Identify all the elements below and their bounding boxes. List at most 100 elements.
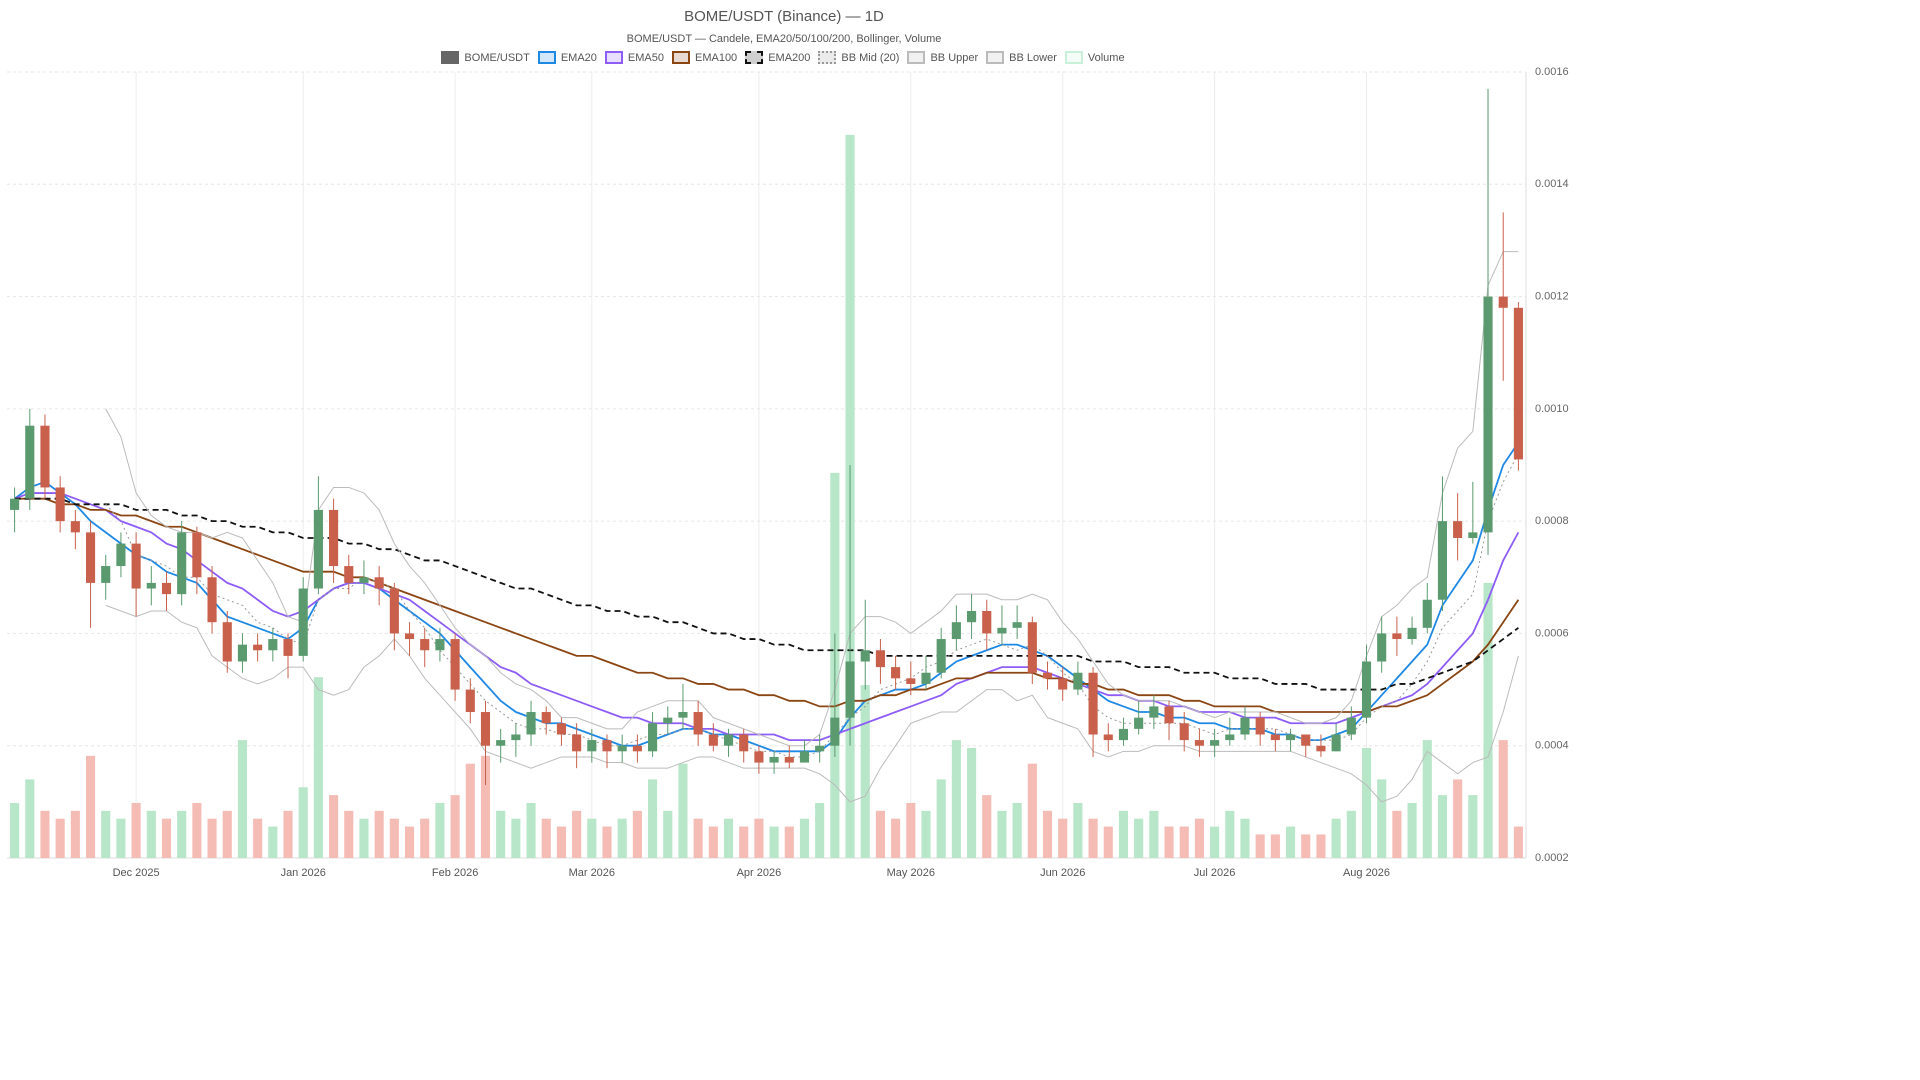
- candle-body: [572, 734, 582, 752]
- legend-item: EMA200: [745, 51, 810, 64]
- candle-body: [1134, 717, 1144, 729]
- legend-label: Volume: [1087, 51, 1125, 64]
- candle-body: [982, 610, 992, 634]
- candle-body: [1058, 678, 1068, 690]
- candle-body: [617, 745, 627, 752]
- legend-swatch: [537, 51, 556, 64]
- candle-body: [693, 712, 703, 735]
- candle-body: [845, 661, 855, 718]
- volume-bar: [678, 763, 688, 858]
- legend-swatch: [818, 51, 837, 64]
- legend-item: EMA100: [671, 51, 737, 64]
- volume-bar: [131, 802, 141, 858]
- volume-bar: [921, 810, 931, 858]
- y-tick-label: 0.0010: [1535, 403, 1569, 415]
- legend: BOME/USDT EMA20 EMA50 EMA100 EMA200 BB Mid (2…: [0, 51, 1566, 64]
- candle-body: [344, 566, 354, 583]
- volume-bar: [222, 810, 232, 858]
- volume-bar: [1012, 802, 1022, 858]
- volume-bar: [146, 810, 156, 858]
- candle-body: [40, 425, 50, 488]
- candle-body: [70, 521, 80, 533]
- volume-bar: [40, 810, 50, 858]
- volume-bar: [1316, 834, 1326, 858]
- chart-title: BOME/USDT (Binance) — 1D: [684, 8, 884, 25]
- legend-swatch: [604, 51, 623, 64]
- volume-bar: [602, 826, 612, 858]
- candle-body: [830, 717, 840, 746]
- volume-bar: [480, 755, 491, 858]
- candle-body: [967, 610, 977, 623]
- x-tick-label: Dec 2025: [113, 867, 160, 879]
- volume-bar: [891, 818, 901, 858]
- candle-body: [1498, 296, 1508, 308]
- candle-body: [146, 582, 156, 589]
- volume-bar: [55, 818, 65, 858]
- candle-body: [177, 532, 187, 595]
- candle-body: [1437, 521, 1448, 600]
- candle-body: [85, 532, 96, 583]
- x-tick-label: Jul 2026: [1194, 867, 1236, 879]
- candle-body: [678, 712, 688, 718]
- volume-bar: [1088, 818, 1098, 858]
- candle-body: [1346, 717, 1356, 735]
- volume-bar: [1468, 795, 1478, 858]
- volume-bar: [268, 826, 278, 858]
- candle-body: [663, 717, 673, 724]
- candle-body: [1483, 296, 1493, 533]
- candle-body: [1468, 532, 1478, 538]
- legend-label: BB Mid (20): [841, 51, 900, 64]
- volume-bar: [1225, 810, 1235, 858]
- indicator-line: [14, 492, 1520, 741]
- candle-body: [754, 751, 764, 763]
- candle-body: [420, 639, 430, 651]
- candle-body: [450, 639, 460, 690]
- volume-bar: [496, 810, 506, 858]
- candle-body: [906, 678, 916, 684]
- volume-bar: [1210, 826, 1220, 858]
- candle-body: [1255, 717, 1265, 735]
- candle-body: [1377, 633, 1387, 662]
- volume-bar: [754, 818, 764, 858]
- volume-bar: [936, 779, 946, 858]
- legend-item: BB Lower: [986, 51, 1057, 64]
- volume-bar: [1073, 802, 1083, 858]
- volume-bar: [1164, 826, 1174, 858]
- legend-swatch: [1064, 51, 1083, 64]
- volume-bar: [1255, 834, 1265, 858]
- candle-body: [815, 745, 825, 752]
- volume-bar: [799, 818, 810, 858]
- volume-bar: [10, 802, 20, 858]
- candle-body: [875, 650, 885, 668]
- candle-body: [1073, 672, 1083, 690]
- volume-bar: [1361, 747, 1372, 858]
- candle-body: [1453, 521, 1463, 538]
- volume-bar: [1194, 818, 1204, 858]
- legend-label: BB Upper: [930, 51, 979, 64]
- indicator-line: [14, 442, 1520, 753]
- volume-bar: [815, 802, 825, 858]
- volume-bar: [860, 685, 870, 858]
- legend-swatch: [986, 51, 1005, 64]
- y-tick-label: 0.0016: [1535, 66, 1569, 78]
- candle-body: [465, 689, 475, 713]
- candle-body: [1513, 307, 1523, 460]
- legend-item: Volume: [1064, 51, 1125, 64]
- candle-body: [708, 734, 718, 746]
- candle-body: [1270, 734, 1280, 741]
- volume-bar: [374, 810, 384, 858]
- candle-body: [1407, 627, 1417, 640]
- candle-body: [1331, 734, 1341, 752]
- volume-bar: [1027, 763, 1037, 858]
- y-tick-label: 0.0006: [1535, 627, 1569, 639]
- indicator-line: [14, 497, 1519, 691]
- volume-bar: [617, 818, 627, 858]
- legend-label: EMA200: [768, 51, 811, 64]
- legend-swatch: [745, 51, 764, 64]
- volume-bar: [1042, 810, 1053, 858]
- candle-body: [648, 723, 658, 752]
- volume-bar: [572, 810, 582, 858]
- candle-body: [404, 633, 415, 640]
- legend-swatch: [671, 51, 690, 64]
